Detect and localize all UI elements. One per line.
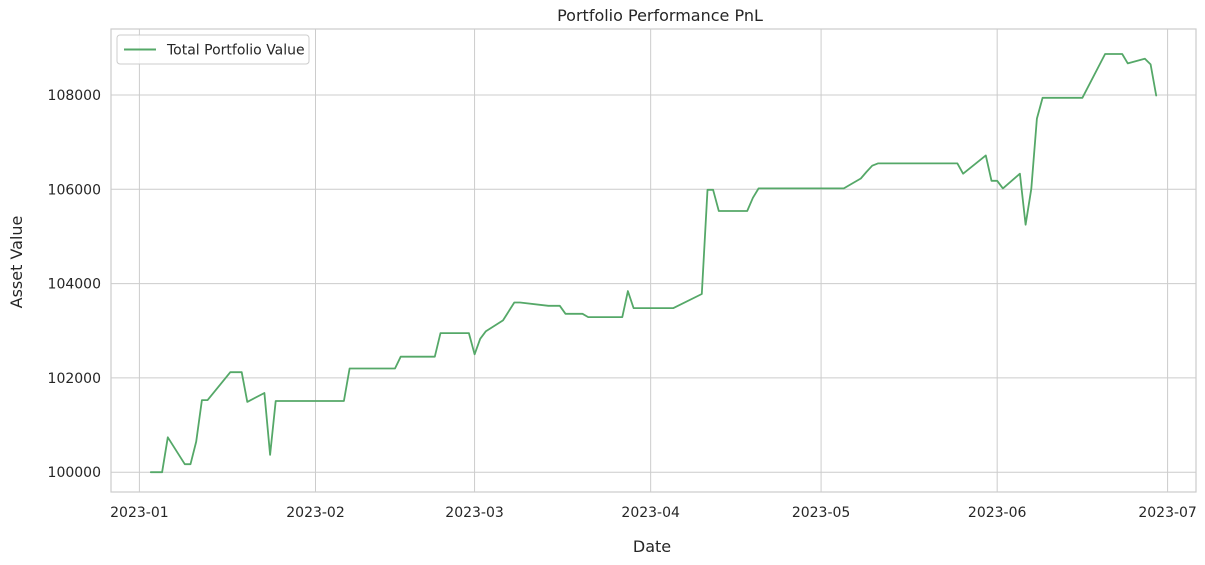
x-tick-label: 2023-06 [968, 505, 1027, 521]
tick-labels: 2023-01 2023-02 2023-03 2023-04 2023-05 2023-… [48, 88, 1197, 521]
y-tick-label: 106000 [48, 182, 101, 198]
y-tick-label: 108000 [48, 88, 101, 104]
y-tick-label: 100000 [48, 465, 101, 481]
plot-frame [110, 28, 1197, 493]
legend-label: Total Portfolio Value [166, 43, 305, 59]
series-line-total-portfolio-value [149, 53, 1158, 474]
x-axis-label: Date [633, 537, 671, 556]
legend-box [116, 34, 310, 65]
x-tick-label: 2023-03 [445, 505, 504, 521]
x-tick-label: 2023-05 [792, 505, 851, 521]
chart-title: Portfolio Performance PnL [557, 6, 763, 25]
x-tick-label: 2023-07 [1138, 505, 1197, 521]
y-tick-label: 102000 [48, 371, 101, 387]
grid [111, 29, 1196, 492]
x-tick-label: 2023-02 [286, 505, 345, 521]
x-tick-label: 2023-01 [110, 505, 169, 521]
y-axis-label: Asset Value [7, 216, 26, 309]
series-layer [149, 53, 1158, 474]
x-tick-label: 2023-04 [621, 505, 680, 521]
y-tick-label: 104000 [48, 277, 101, 293]
legend: Total Portfolio Value [116, 34, 310, 65]
